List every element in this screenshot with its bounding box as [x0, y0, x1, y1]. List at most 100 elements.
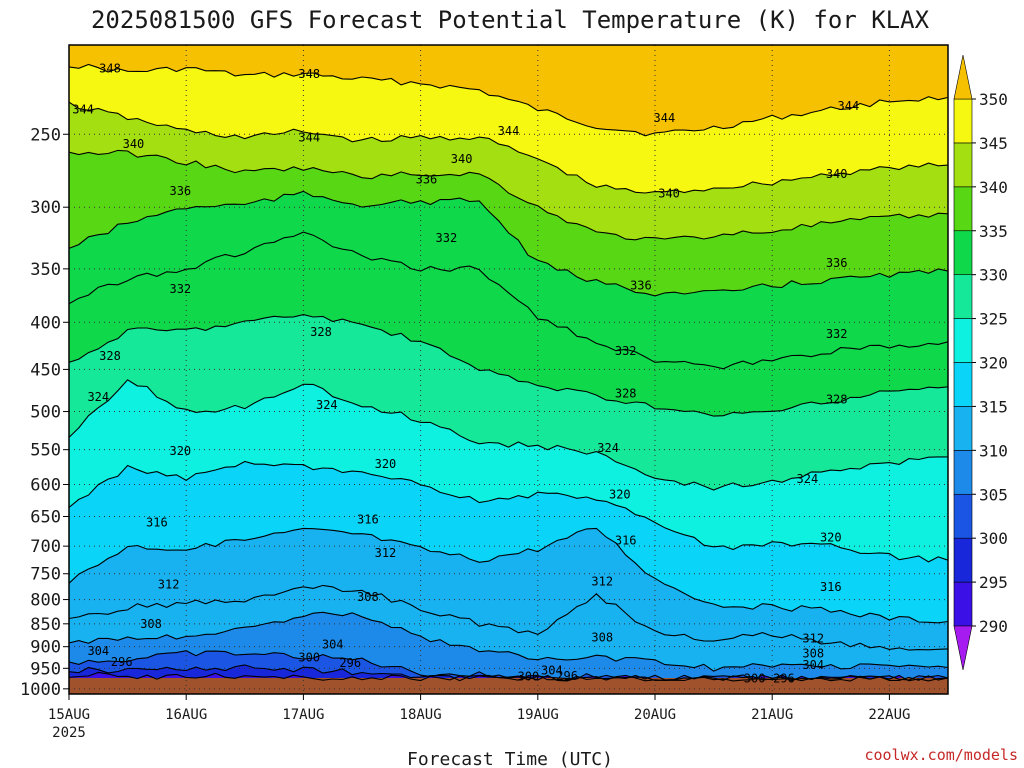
credit-text: coolwx.com/models — [864, 746, 1018, 764]
contour-label-336: 336 — [630, 279, 652, 293]
ytick-label-950: 950 — [30, 659, 61, 679]
isentrope-320 — [69, 460, 948, 563]
contour-label-328: 328 — [615, 387, 637, 401]
contour-label-320: 320 — [169, 444, 191, 458]
contour-label-300: 300 — [744, 672, 766, 686]
contour-label-308: 308 — [591, 631, 613, 645]
contour-label-344: 344 — [298, 130, 320, 144]
contour-label-324: 324 — [597, 441, 619, 455]
xtick-label-20AUG: 20AUG — [634, 707, 676, 723]
contour-label-300: 300 — [518, 670, 540, 684]
colorbar-overflow-arrow — [953, 54, 973, 100]
isentrope-332 — [69, 231, 948, 370]
contour-labels: 348 348 344 344 344 344 344 340 340 340 340 336 336 3… — [72, 61, 860, 686]
contour-label-320: 320 — [609, 487, 631, 501]
colorbar-segment-305 — [953, 450, 973, 495]
ytick-label-700: 700 — [30, 537, 61, 557]
colorbar-segment-325 — [953, 274, 973, 319]
contour-label-316: 316 — [357, 513, 379, 527]
ytick-label-250: 250 — [30, 125, 61, 145]
ground-surface — [69, 678, 948, 694]
isentrope-336 — [69, 190, 948, 297]
colorbar-label-295: 295 — [979, 573, 1008, 592]
contour-label-296: 296 — [556, 669, 578, 683]
contour-label-296: 296 — [111, 655, 133, 669]
contour-label-312: 312 — [375, 546, 397, 560]
contour-label-340: 340 — [123, 137, 145, 151]
colorbar-label-305: 305 — [979, 485, 1008, 504]
colorbar-label-290: 290 — [979, 617, 1008, 636]
ytick-label-400: 400 — [30, 313, 61, 333]
contour-label-332: 332 — [436, 231, 458, 245]
colorbar-label-325: 325 — [979, 310, 1008, 329]
ytick-label-350: 350 — [30, 260, 61, 280]
colorbar-segment-300 — [953, 493, 973, 539]
contour-label-304: 304 — [87, 644, 109, 658]
contour-label-320: 320 — [820, 530, 842, 544]
colorbar-label-350: 350 — [979, 90, 1008, 109]
colorbar: 290 295 300 305 310 315 320 325 330 335 340 345 350 — [953, 54, 1008, 671]
xtick-label-16AUG: 16AUG — [165, 707, 207, 723]
contour-label-344: 344 — [838, 99, 860, 113]
contour-label-316: 316 — [146, 516, 168, 530]
colorbar-label-330: 330 — [979, 266, 1008, 285]
isentrope-344 — [69, 101, 948, 194]
contour-label-308: 308 — [357, 590, 379, 604]
isentrope-316 — [69, 527, 948, 624]
y-axis-ticks: 250 300 350 400 450 500 550 600 650 700 750 800 850 9… — [20, 125, 69, 700]
colorbar-segment-340 — [953, 142, 973, 188]
contour-label-328: 328 — [310, 325, 332, 339]
contour-label-312: 312 — [591, 575, 613, 589]
colorbar-segment-315 — [953, 362, 973, 407]
ytick-label-650: 650 — [30, 508, 61, 528]
colorbar-label-315: 315 — [979, 397, 1008, 416]
isentrope-300 — [69, 664, 948, 682]
isentrope-308 — [69, 611, 948, 672]
xtick-label-15AUG: 15AUG — [48, 707, 90, 723]
contour-label-332: 332 — [826, 327, 848, 341]
colorbar-segment-295 — [953, 537, 973, 583]
contour-label-308: 308 — [140, 617, 162, 631]
colorbar-label-320: 320 — [979, 354, 1008, 373]
plot-area — [69, 45, 948, 681]
surface-ground-band — [69, 678, 948, 694]
colorbar-label-310: 310 — [979, 441, 1008, 460]
xtick-label-18AUG: 18AUG — [400, 707, 442, 723]
contour-label-340: 340 — [451, 152, 473, 166]
colorbar-segment-290 — [953, 581, 973, 627]
contour-label-312: 312 — [802, 632, 824, 646]
contour-label-308: 308 — [802, 646, 824, 660]
isentrope-324 — [69, 379, 948, 491]
contour-label-344: 344 — [654, 111, 676, 125]
contour-label-348: 348 — [298, 67, 320, 81]
contour-label-324: 324 — [797, 472, 819, 486]
x-axis-year: 2025 — [52, 725, 86, 741]
ytick-label-850: 850 — [30, 615, 61, 635]
contour-label-304: 304 — [541, 663, 563, 677]
contour-label-344: 344 — [72, 103, 94, 117]
contour-label-332: 332 — [615, 344, 637, 358]
contour-label-324: 324 — [87, 390, 109, 404]
contour-label-332: 332 — [169, 282, 191, 296]
colorbar-segment-320 — [953, 318, 973, 363]
ytick-label-550: 550 — [30, 441, 61, 461]
isentrope-348 — [69, 63, 948, 137]
xtick-label-21AUG: 21AUG — [751, 707, 793, 723]
ytick-label-900: 900 — [30, 638, 61, 658]
isentrope-296 — [69, 671, 948, 682]
contour-label-320: 320 — [375, 457, 397, 471]
colorbar-label-340: 340 — [979, 178, 1008, 197]
ytick-label-500: 500 — [30, 403, 61, 423]
xtick-label-22AUG: 22AUG — [868, 707, 910, 723]
contour-label-336: 336 — [416, 173, 438, 187]
isentrope-contours — [69, 63, 948, 682]
xtick-label-19AUG: 19AUG — [517, 707, 559, 723]
contour-label-348: 348 — [99, 61, 121, 75]
contour-label-344: 344 — [498, 124, 520, 138]
contour-label-316: 316 — [615, 533, 637, 547]
contour-label-340: 340 — [658, 187, 680, 201]
contour-label-316: 316 — [820, 580, 842, 594]
x-axis-label: Forecast Time (UTC) — [407, 749, 613, 768]
isentrope-312 — [69, 584, 948, 651]
